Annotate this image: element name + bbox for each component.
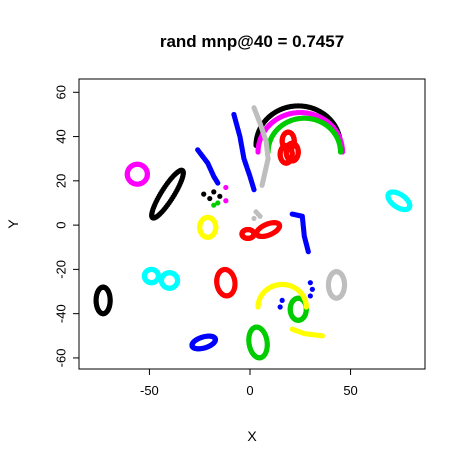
series-group — [141, 189, 413, 291]
point-cluster — [277, 280, 315, 310]
point-cluster — [195, 147, 221, 186]
y-tick-label: -20 — [53, 260, 68, 279]
point-cluster — [124, 161, 150, 187]
data-point — [223, 184, 229, 191]
y-tick-label: -60 — [53, 349, 68, 368]
data-point — [259, 182, 265, 188]
data-point — [107, 298, 113, 305]
data-point — [217, 193, 223, 199]
point-cluster — [385, 189, 413, 213]
points-layer — [93, 103, 413, 361]
point-cluster — [289, 326, 326, 339]
point-cluster — [251, 209, 263, 222]
x-tick-label: 50 — [343, 383, 357, 398]
data-point — [232, 279, 238, 285]
chart-title: rand mnp@40 = 0.7457 — [160, 32, 344, 51]
data-point — [276, 222, 283, 229]
series-group — [189, 111, 315, 352]
point-cluster — [189, 333, 219, 352]
data-point — [251, 215, 257, 222]
data-point — [337, 149, 344, 155]
data-point — [211, 189, 217, 195]
point-cluster — [255, 281, 309, 310]
data-point — [257, 213, 263, 219]
point-cluster — [214, 266, 238, 299]
x-tick-label: -50 — [140, 383, 159, 398]
y-tick-label: 40 — [53, 129, 68, 143]
data-point — [307, 280, 313, 286]
data-point — [207, 195, 213, 202]
data-point — [211, 202, 217, 208]
data-point — [212, 336, 219, 343]
data-point — [305, 249, 311, 255]
data-point — [215, 200, 221, 206]
data-point — [264, 339, 270, 345]
point-cluster — [141, 266, 162, 286]
plot-frame — [78, 78, 426, 370]
point-cluster — [197, 214, 219, 240]
data-point — [341, 283, 348, 289]
point-cluster — [246, 324, 270, 361]
y-tick-label: 60 — [53, 85, 68, 99]
point-cluster — [158, 270, 181, 291]
point-cluster — [287, 295, 309, 323]
y-tick-label: -40 — [53, 304, 68, 323]
point-cluster — [93, 284, 113, 317]
series-group — [197, 214, 326, 339]
data-point — [295, 150, 301, 156]
data-point — [251, 187, 257, 193]
point-cluster — [265, 115, 344, 155]
data-point — [289, 326, 295, 332]
point-cluster — [283, 140, 301, 164]
data-point — [307, 293, 313, 299]
axes-layer: -50 0 50 -60 -40 -20 0 20 40 60 — [53, 85, 357, 398]
data-point — [215, 180, 221, 186]
point-cluster — [149, 167, 186, 221]
data-point — [289, 152, 295, 158]
data-point — [213, 225, 219, 231]
data-point — [406, 205, 412, 211]
point-cluster — [239, 226, 257, 241]
data-point — [201, 191, 207, 197]
x-axis-label: X — [247, 428, 257, 444]
data-point — [277, 304, 283, 310]
point-cluster — [251, 105, 271, 188]
data-point — [279, 297, 285, 303]
data-point — [251, 231, 257, 237]
data-point — [309, 286, 315, 292]
y-tick-label: 0 — [53, 221, 68, 228]
data-point — [223, 198, 229, 204]
series-group — [251, 105, 348, 301]
point-cluster — [223, 184, 229, 204]
y-tick-label: 20 — [53, 174, 68, 188]
point-cluster — [254, 220, 283, 240]
point-cluster — [325, 269, 348, 301]
point-cluster — [231, 111, 257, 193]
x-tick-label: 0 — [246, 383, 253, 398]
point-cluster — [201, 189, 223, 202]
data-point — [253, 209, 259, 215]
data-point — [303, 304, 309, 310]
data-point — [144, 172, 150, 178]
series-group — [214, 129, 301, 299]
y-axis-label: Y — [5, 219, 21, 229]
data-point — [180, 168, 186, 174]
data-point — [174, 278, 181, 284]
point-cluster — [211, 200, 221, 208]
series-group — [211, 115, 344, 361]
point-cluster — [289, 211, 311, 255]
